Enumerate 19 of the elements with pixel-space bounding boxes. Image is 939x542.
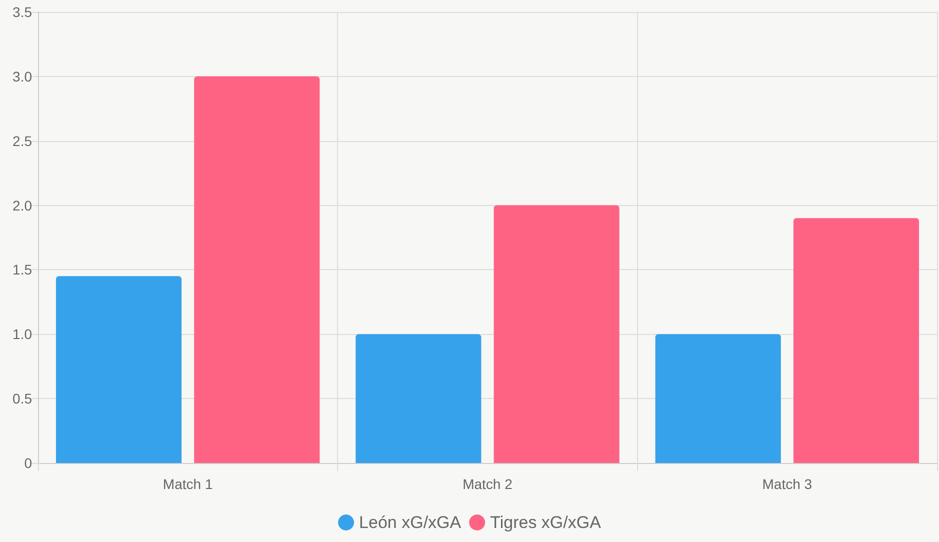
x-tick-label: Match 1 [162, 476, 213, 492]
y-tick-label: 2.5 [12, 132, 32, 149]
x-tick-label: Match 3 [762, 476, 812, 492]
bar [793, 218, 920, 463]
legend-label: León xG/xGA [359, 513, 462, 532]
bar [56, 276, 182, 463]
y-tick-label: 0 [24, 455, 32, 471]
bar [655, 334, 781, 463]
y-tick-label: 2.0 [12, 197, 32, 214]
legend-label: Tigres xG/xGA [490, 513, 602, 532]
bar [194, 76, 320, 463]
y-tick-label: 3.5 [12, 4, 32, 20]
y-tick-label: 1.0 [12, 326, 32, 342]
y-tick-label: 0.5 [12, 390, 32, 407]
bar [356, 334, 482, 463]
y-tick-label: 3.0 [12, 68, 32, 84]
y-tick-label: 1.5 [12, 262, 32, 278]
bar [494, 205, 620, 463]
x-tick-label: Match 2 [462, 476, 513, 492]
